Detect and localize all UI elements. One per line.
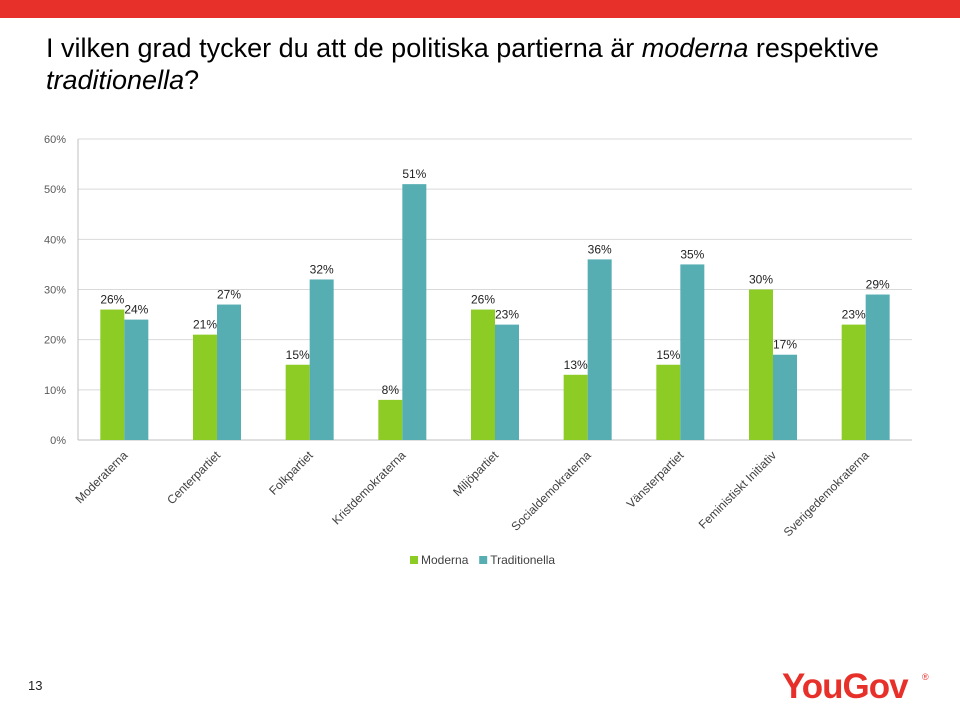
page-number: 13 [28,678,43,693]
page-title: I vilken grad tycker du att de politiska… [46,32,906,96]
bar-moderna [563,374,588,440]
legend-swatch [410,556,418,564]
y-tick-label: 20% [44,335,66,347]
category-label: Centerpartiet [164,448,223,507]
title-text-1: I vilken grad tycker du att de politiska… [46,33,642,63]
data-label: 30% [749,273,773,287]
category-label: Kristdemokraterna [329,448,408,527]
category-label: Vänsterpartiet [624,448,687,511]
bar-traditionella [773,354,797,440]
y-tick-label: 0% [50,435,66,447]
y-tick-label: 30% [44,285,66,297]
data-label: 35% [680,247,704,261]
category-label: Folkpartiet [266,448,316,498]
category-label: Sverigedemokraterna [781,448,872,539]
bar-chart: 0%10%20%30%40%50%60%26%24%Moderaterna21%… [44,134,912,567]
title-emphasis-traditionella: traditionella [46,65,185,95]
data-label: 51% [402,167,426,181]
bar-traditionella [680,264,705,440]
y-tick-label: 10% [44,385,66,397]
bar-moderna [841,324,866,440]
data-label: 24% [124,303,148,317]
legend-label: Moderna [421,553,469,567]
bar-traditionella [309,279,334,440]
bar-moderna [100,309,125,440]
category-label: Moderaterna [72,448,130,506]
y-tick-label: 60% [44,134,66,146]
legend-swatch [479,556,488,564]
y-tick-label: 40% [44,234,66,246]
title-text-3: ? [184,65,200,95]
data-label: 8% [382,383,400,397]
y-tick-label: 50% [44,184,66,196]
bar-traditionella [217,304,241,440]
data-label: 26% [100,293,124,307]
title-text-2: respektive [748,33,879,63]
data-label: 21% [193,318,217,332]
data-label: 32% [310,262,334,276]
bar-traditionella [587,259,612,440]
data-label: 29% [866,278,890,292]
bar-traditionella [402,184,427,440]
bar-moderna [378,399,403,440]
bar-moderna [749,289,773,440]
title-emphasis-moderna: moderna [641,33,749,63]
bar-traditionella [865,294,890,440]
data-label: 15% [286,348,310,362]
data-label: 13% [564,358,588,372]
bar-moderna [471,309,495,440]
category-label: Socialdemokraterna [508,448,594,534]
bar-traditionella [495,324,519,440]
logo-registered-mark: ® [922,672,929,682]
bar-moderna [656,364,681,440]
data-label: 15% [656,348,680,362]
data-label: 27% [217,288,241,302]
yougov-logo: YouGov ® [782,667,929,706]
bar-moderna [285,364,310,440]
data-label: 36% [588,242,612,256]
legend-label: Traditionella [490,553,555,567]
data-label: 23% [842,308,866,322]
logo-text: YouGov [782,667,909,706]
data-label: 17% [773,338,797,352]
bar-moderna [193,334,217,440]
bar-traditionella [124,319,149,440]
category-label: Miljöpartiet [450,448,501,499]
category-label: Feministiskt Initiativ [696,448,779,531]
top-accent-bar [0,0,960,18]
data-label: 23% [495,308,519,322]
data-label: 26% [471,293,495,307]
